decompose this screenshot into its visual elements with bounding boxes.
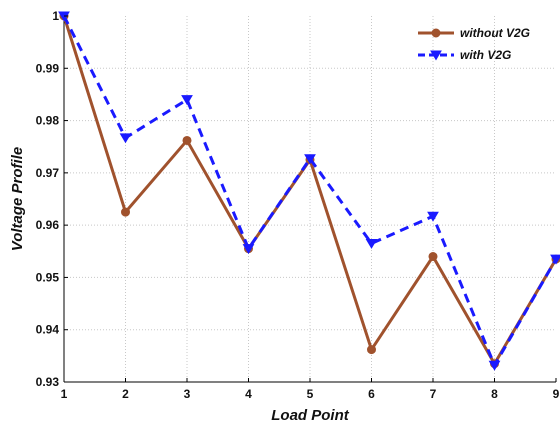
x-tick-label: 9 <box>553 387 560 401</box>
x-tick-label: 6 <box>368 387 375 401</box>
data-point <box>550 254 560 265</box>
data-point <box>242 244 255 255</box>
legend-marker <box>430 50 442 61</box>
series-line <box>62 15 558 367</box>
x-tick-label: 1 <box>61 387 68 401</box>
y-tick-label: 0.97 <box>36 166 60 180</box>
x-tick-label: 3 <box>184 387 191 401</box>
y-tick-label: 0.95 <box>36 270 60 284</box>
data-point <box>304 154 316 165</box>
data-point <box>367 345 376 355</box>
data-point <box>365 238 378 249</box>
tick-labels: 0.93 0.94 0.95 0.96 0.97 0.98 0.99 1 1 2 3 4 5 6 7 8 9 <box>36 9 560 401</box>
y-tick-label: 0.94 <box>36 323 60 337</box>
y-tick-label: 0.96 <box>36 218 60 232</box>
x-tick-label: 5 <box>307 387 314 401</box>
legend-label: with V2G <box>460 48 511 62</box>
data-point <box>488 360 501 371</box>
data-point <box>427 211 439 222</box>
data-point <box>428 252 438 262</box>
data-point <box>182 135 192 145</box>
x-tick-label: 7 <box>430 387 437 401</box>
data-point <box>119 133 132 144</box>
data-point <box>181 95 193 106</box>
series-without-v2g <box>59 11 560 369</box>
legend: without V2G with V2G <box>418 26 530 62</box>
y-tick-label: 0.98 <box>36 114 60 128</box>
y-axis-label: Voltage Profile <box>9 147 26 251</box>
y-tick-label: 0.93 <box>36 375 60 389</box>
x-tick-label: 4 <box>245 387 252 401</box>
y-tick-label: 0.99 <box>36 61 60 75</box>
y-tick-label: 1 <box>52 9 59 23</box>
x-axis-label: Load Point <box>271 407 349 424</box>
x-tick-label: 2 <box>122 387 129 401</box>
legend-item: with V2G <box>418 48 511 62</box>
legend-label: without V2G <box>460 26 530 40</box>
legend-marker <box>431 28 441 38</box>
data-point <box>121 207 130 217</box>
x-tick-label: 8 <box>491 387 498 401</box>
grid <box>64 16 556 382</box>
legend-item: without V2G <box>418 26 530 40</box>
